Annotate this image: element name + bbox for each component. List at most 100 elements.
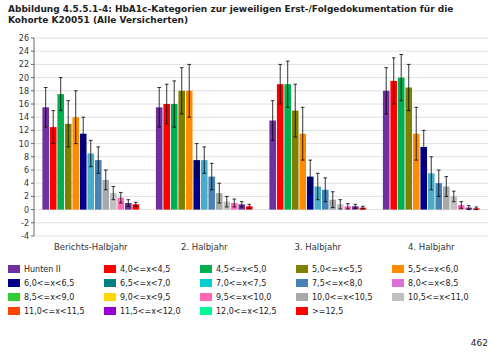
error-bar [346,204,350,209]
legend-label: 8,5<=x<9,0 [24,293,74,302]
legend-item: 12,0<=x<12,5 [200,304,296,318]
legend-swatch [296,307,308,315]
tick-label: 24 [19,47,29,56]
error-line [249,204,250,208]
error-cap [96,173,100,174]
error-cap [429,156,433,157]
chart: -4-202468101214161820222426Berichts-Halb… [0,30,500,258]
bars [42,55,479,210]
error-cap [104,189,108,190]
legend-item: 4,5<=x<5,0 [200,262,296,276]
error-cap [308,160,312,161]
grid-line [34,117,488,118]
legend-swatch [8,265,20,273]
error-line [226,196,227,207]
error-bar [361,206,365,209]
tick-label: 4 [24,179,29,188]
error-cap [51,143,55,144]
error-cap [157,127,161,128]
error-bar [331,192,335,208]
legend-swatch [296,293,308,301]
legend-item: 5,0<=x<5,5 [296,262,392,276]
error-line [189,64,190,117]
error-cap [165,123,169,124]
error-cap [392,57,396,58]
legend-swatch [104,279,116,287]
error-cap [414,160,418,161]
error-cap [59,77,63,78]
tick-label: 0 [24,206,29,215]
error-cap [96,146,100,147]
error-cap [384,113,388,114]
error-cap [126,199,130,200]
error-cap [452,201,456,202]
error-bar [104,170,108,190]
error-cap [308,193,312,194]
error-line [408,64,409,110]
legend-label: 12,0<=x<12,5 [216,307,276,316]
error-bar [51,111,55,144]
legend-swatch [296,279,308,287]
bar [57,94,64,210]
error-cap [165,84,169,85]
error-bar [210,163,214,189]
error-line [431,157,432,190]
error-line [393,58,394,104]
error-line [211,163,212,189]
error-line [241,202,242,207]
error-cap [202,146,206,147]
error-cap [66,146,70,147]
legend-item: 5,5<=x<6,0 [392,262,488,276]
legend-label: Hunten II [24,265,61,274]
error-cap [134,206,138,207]
error-cap [232,199,236,200]
error-bar [240,202,244,207]
error-bar [384,68,388,114]
tick-label: 18 [19,87,29,96]
legend-item: 10,0<=x<10,5 [296,290,392,304]
error-cap [217,183,221,184]
grid-line [34,104,488,105]
legend-swatch [200,307,212,315]
error-bar [180,68,184,114]
tick-label: 10 [19,140,29,149]
error-cap [195,176,199,177]
error-cap [111,186,115,187]
error-cap [437,196,441,197]
error-bar [407,64,411,110]
error-bar [187,64,191,117]
page-number: 462 [471,338,488,348]
tick-label: 12 [19,126,29,135]
error-bar [475,207,479,210]
tick-label: 6 [24,166,29,175]
error-cap [271,100,275,101]
error-cap [44,127,48,128]
error-cap [89,140,93,141]
error-cap [104,170,108,171]
error-cap [316,173,320,174]
error-cap [444,176,448,177]
grid-line [34,196,488,197]
error-cap [414,107,418,108]
error-line [159,88,160,128]
legend-item: 6,5<=x<7,0 [104,276,200,290]
error-bar [467,206,471,210]
error-bar [232,199,236,207]
error-cap [323,201,327,202]
error-bar [316,173,320,199]
error-bar [202,147,206,173]
error-cap [301,107,305,108]
error-line [468,206,469,210]
error-cap [66,100,70,101]
error-line [340,200,341,209]
legend-item: 8,5<=x<9,0 [8,290,104,304]
error-bar [414,107,418,160]
error-cap [81,117,85,118]
error-line [113,187,114,200]
legend-label: 11,5<=x<12,0 [120,307,180,316]
error-cap [74,90,78,91]
legend-item: 11,5<=x<12,0 [104,304,200,318]
error-cap [392,104,396,105]
legend-item: 8,0<=x<8,5 [392,276,488,290]
error-line [355,204,356,208]
